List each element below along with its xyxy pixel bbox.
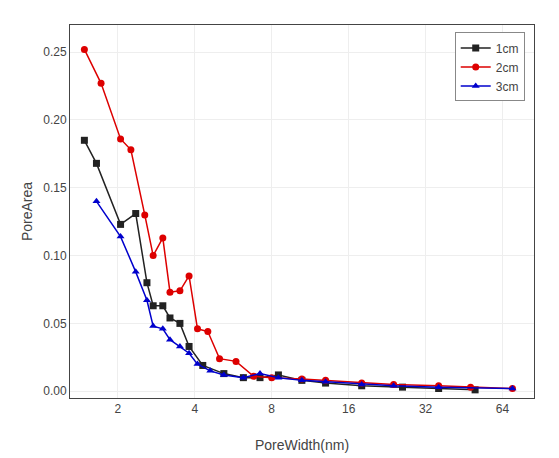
svg-text:2: 2 [114,402,121,416]
svg-text:8: 8 [268,402,275,416]
svg-text:PoreWidth(nm): PoreWidth(nm) [255,437,349,453]
svg-text:1cm: 1cm [496,42,519,56]
svg-text:16: 16 [342,402,356,416]
svg-text:0.25: 0.25 [43,45,67,59]
svg-text:PoreArea: PoreArea [19,182,35,241]
svg-text:32: 32 [419,402,433,416]
svg-text:64: 64 [496,402,510,416]
svg-text:4: 4 [191,402,198,416]
svg-text:0.20: 0.20 [43,113,67,127]
svg-text:2cm: 2cm [496,61,519,75]
svg-text:0.10: 0.10 [43,249,67,263]
svg-text:0.15: 0.15 [43,181,67,195]
svg-text:0.05: 0.05 [43,317,67,331]
svg-text:3cm: 3cm [496,80,519,94]
svg-text:0.00: 0.00 [43,384,67,398]
